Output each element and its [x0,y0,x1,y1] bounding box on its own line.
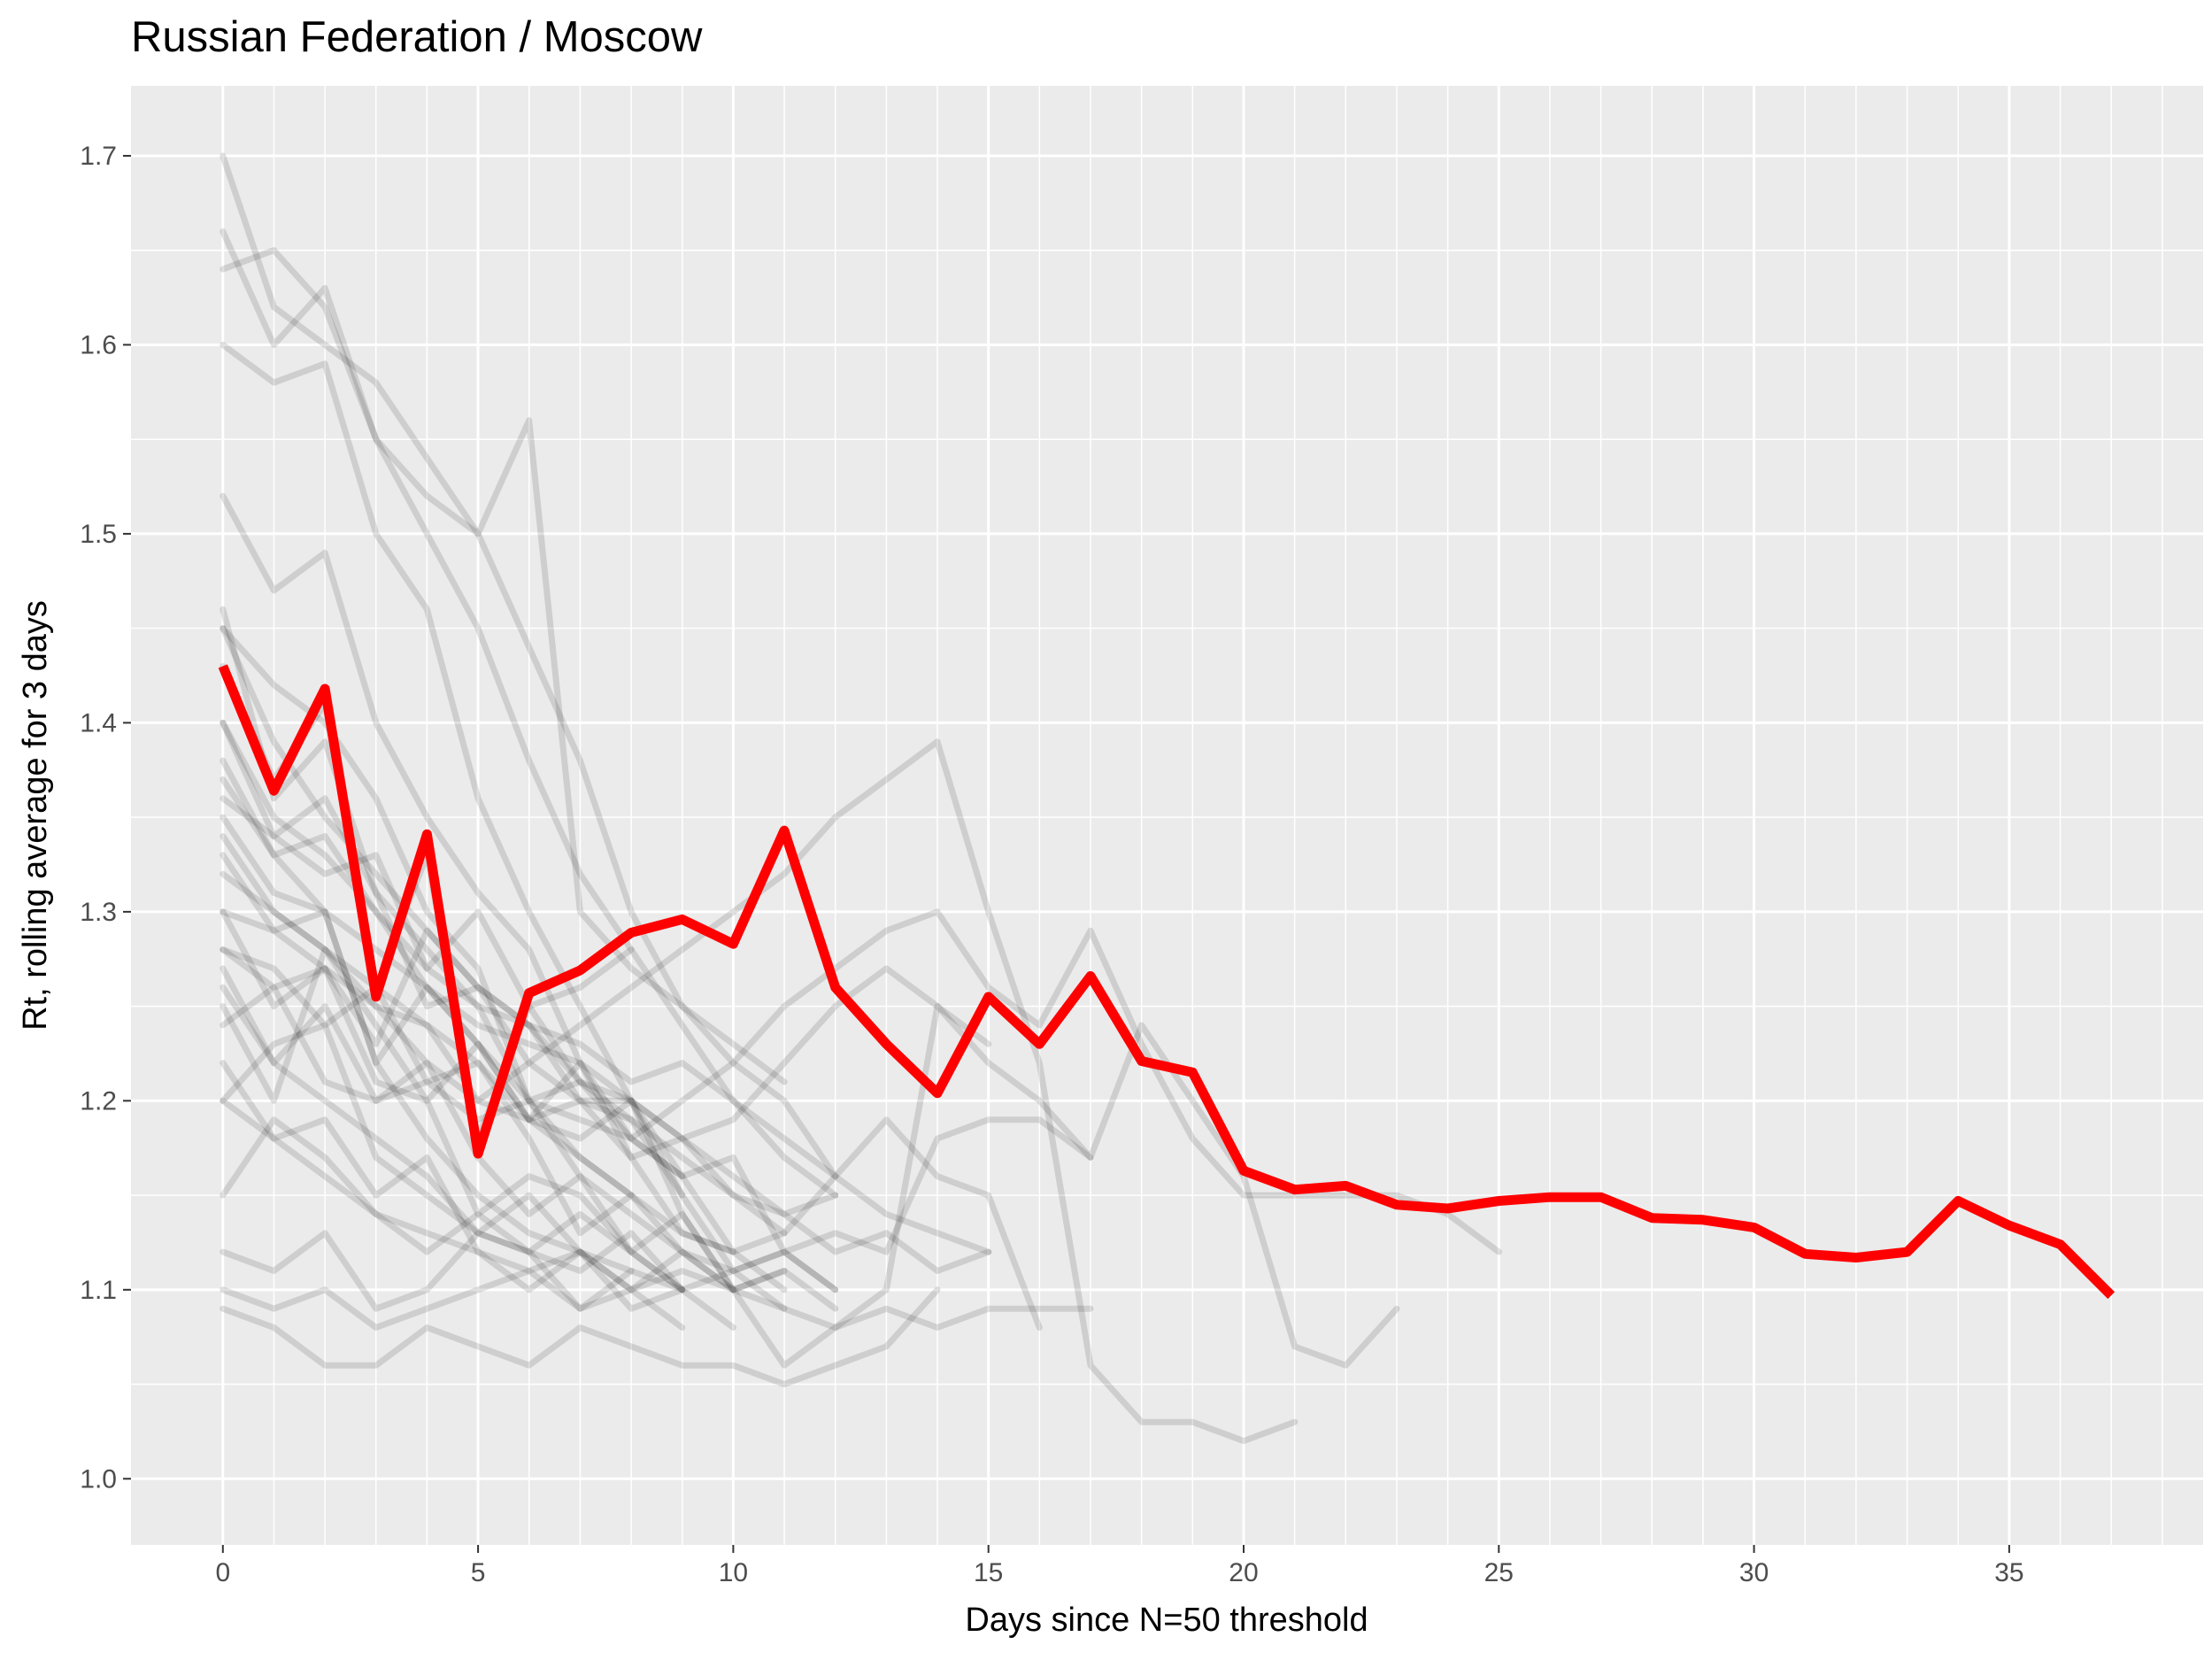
x-tick-label: 20 [1229,1558,1258,1587]
x-tick-label: 5 [471,1558,486,1587]
y-tick-label: 1.6 [80,330,117,359]
x-tick-label: 30 [1739,1558,1769,1587]
background-series-line [220,342,788,1293]
background-series-line [220,1022,686,1312]
background-series-line [220,1116,635,1312]
background-series-line [220,1286,941,1387]
x-tick-label: 25 [1484,1558,1514,1587]
background-series-line [220,870,635,1199]
x-tick-label: 15 [974,1558,1003,1587]
background-series-line [220,984,788,1293]
y-tick-label: 1.2 [80,1086,117,1116]
x-axis: 0 5 10 15 20 25 30 35 [215,1545,2024,1587]
y-tick-label: 1.1 [80,1276,117,1305]
background-series-line [220,228,839,1199]
background-series-line [220,965,686,1293]
highlight-series-line [218,664,2116,1300]
y-axis: 1.0 1.1 1.2 1.3 1.4 1.5 1.6 1.7 [80,142,131,1494]
y-tick-label: 1.3 [80,898,117,927]
x-tick-label: 0 [215,1558,230,1587]
background-series-line [220,908,1400,1369]
highlight-series [218,664,2116,1300]
background-series-line [220,152,839,1180]
minor-gridlines [131,86,2203,1545]
background-series-line [220,1210,736,1331]
background-series-line [220,719,839,1293]
background-series-line [220,492,686,1180]
background-series-line [220,1097,1094,1331]
y-tick-label: 1.0 [80,1464,117,1494]
background-series-line [220,757,686,1293]
background-series-line [220,833,992,1369]
background-series-line [220,946,788,1312]
background-series-line [220,908,839,1293]
background-series-line [220,908,1502,1255]
background-series-line [220,1116,1094,1331]
background-series-line [220,1060,686,1331]
y-tick-label: 1.7 [80,142,117,171]
background-series-line [220,625,736,1293]
major-gridlines [131,86,2203,1545]
background-series-line [220,946,839,1312]
plot-panel [131,86,2203,1545]
y-axis-label: Rt, rolling average for 3 days [17,600,54,1031]
background-series-line [220,247,788,1085]
x-axis-label: Days since N=50 threshold [965,1602,1368,1639]
y-tick-label: 1.4 [80,708,117,737]
background-series-line [220,852,686,1199]
y-tick-label: 1.5 [80,520,117,549]
x-tick-label: 35 [1994,1558,2023,1587]
background-series-line [220,606,788,1237]
chart-title: Russian Federation / Moscow [131,13,703,61]
background-series-line [220,814,736,1255]
x-tick-label: 10 [719,1558,748,1587]
